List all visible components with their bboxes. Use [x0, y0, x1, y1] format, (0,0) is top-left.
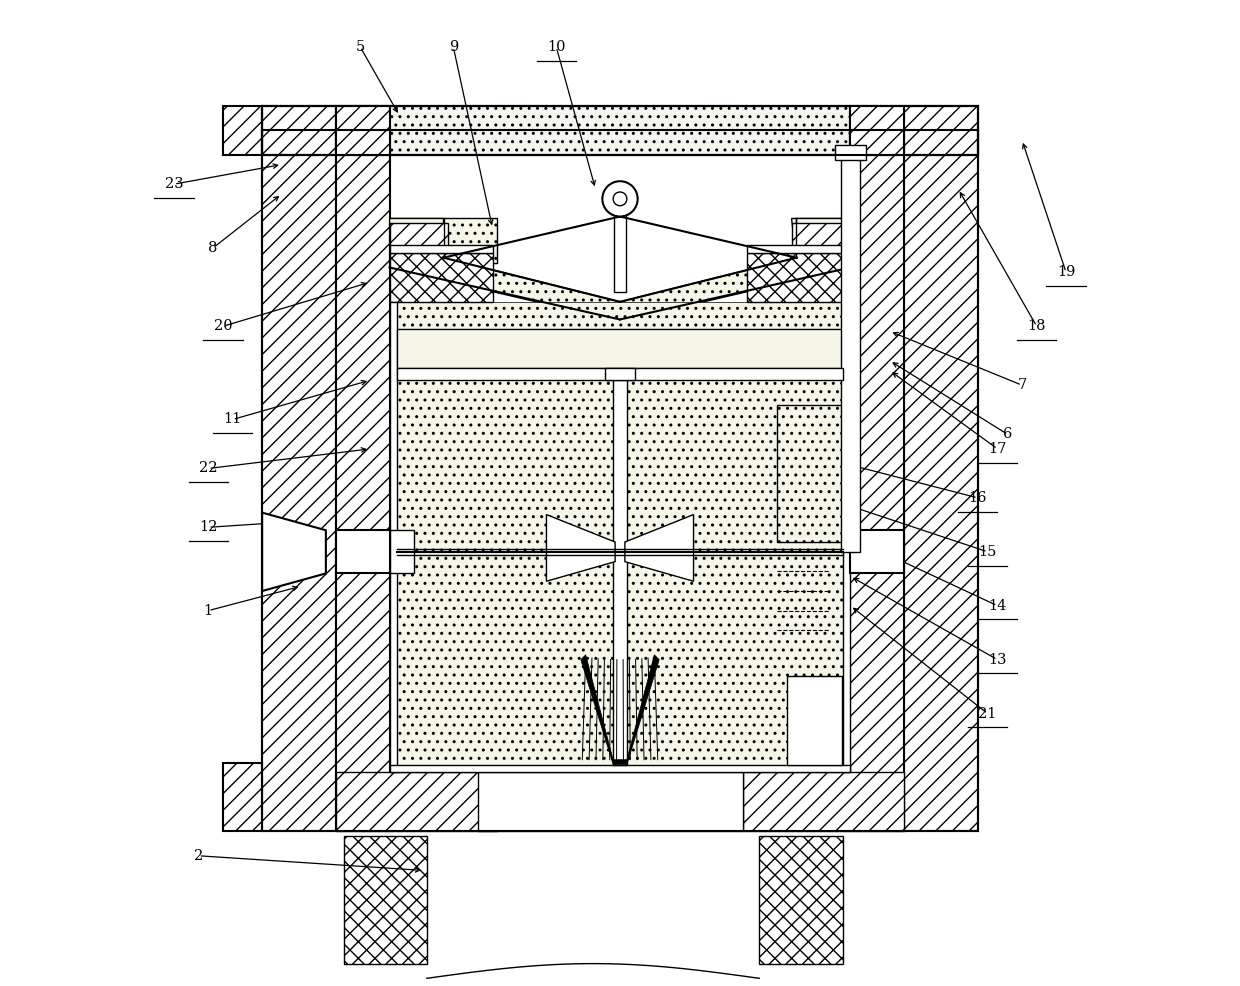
Bar — [262, 106, 978, 155]
Bar — [748, 252, 851, 302]
Text: 6: 6 — [1003, 427, 1012, 441]
Text: 2: 2 — [193, 849, 203, 863]
Bar — [904, 106, 978, 155]
Bar — [477, 772, 743, 831]
Bar — [398, 369, 842, 381]
Text: 18: 18 — [1028, 319, 1045, 333]
Bar — [851, 106, 904, 155]
Text: 10: 10 — [547, 39, 565, 54]
Bar — [336, 530, 389, 574]
Bar — [223, 106, 262, 155]
Bar — [759, 836, 842, 963]
Bar — [398, 302, 842, 764]
Bar — [262, 106, 978, 155]
Text: 14: 14 — [988, 599, 1007, 612]
Text: 5: 5 — [356, 39, 365, 54]
Bar — [343, 836, 427, 963]
Text: 1: 1 — [203, 603, 213, 617]
Text: 9: 9 — [449, 39, 458, 54]
Text: 20: 20 — [213, 319, 232, 333]
Polygon shape — [791, 219, 851, 267]
Bar — [743, 772, 904, 831]
Bar — [389, 764, 851, 772]
Bar — [786, 676, 842, 764]
Bar — [791, 224, 851, 252]
Bar — [835, 145, 866, 160]
Bar — [262, 130, 978, 831]
Bar — [336, 106, 851, 155]
Bar — [336, 772, 497, 831]
Text: 7: 7 — [1017, 379, 1027, 392]
Polygon shape — [389, 219, 851, 321]
Bar — [851, 130, 904, 831]
Circle shape — [613, 192, 627, 206]
Polygon shape — [547, 515, 615, 581]
Bar — [614, 212, 626, 292]
Circle shape — [603, 181, 637, 217]
Bar — [841, 155, 861, 552]
Text: 12: 12 — [200, 521, 217, 534]
Text: 23: 23 — [165, 177, 184, 191]
Bar — [336, 106, 389, 155]
Bar — [851, 530, 904, 574]
Text: 13: 13 — [988, 653, 1007, 667]
Bar — [262, 106, 336, 155]
Text: 21: 21 — [978, 707, 997, 721]
Text: 8: 8 — [208, 241, 218, 255]
Bar — [842, 302, 851, 772]
Bar — [389, 224, 449, 252]
Bar — [389, 245, 492, 252]
Text: 16: 16 — [968, 491, 987, 505]
Bar — [748, 245, 851, 252]
Bar — [613, 381, 627, 764]
Bar — [389, 530, 414, 574]
Text: 22: 22 — [198, 461, 217, 475]
Text: 11: 11 — [223, 412, 242, 427]
Text: 19: 19 — [1056, 265, 1075, 279]
Bar — [389, 302, 398, 772]
Bar — [904, 130, 978, 831]
Polygon shape — [580, 655, 660, 764]
Text: 15: 15 — [978, 545, 997, 559]
Polygon shape — [389, 219, 497, 267]
Bar — [398, 329, 842, 369]
Bar — [336, 130, 389, 831]
Bar — [605, 369, 635, 381]
Polygon shape — [625, 515, 693, 581]
Text: 17: 17 — [988, 442, 1007, 456]
Polygon shape — [262, 513, 326, 591]
Bar — [399, 331, 841, 367]
Bar — [262, 130, 336, 831]
Bar — [223, 762, 262, 831]
Bar — [389, 252, 492, 302]
Bar — [777, 405, 851, 542]
